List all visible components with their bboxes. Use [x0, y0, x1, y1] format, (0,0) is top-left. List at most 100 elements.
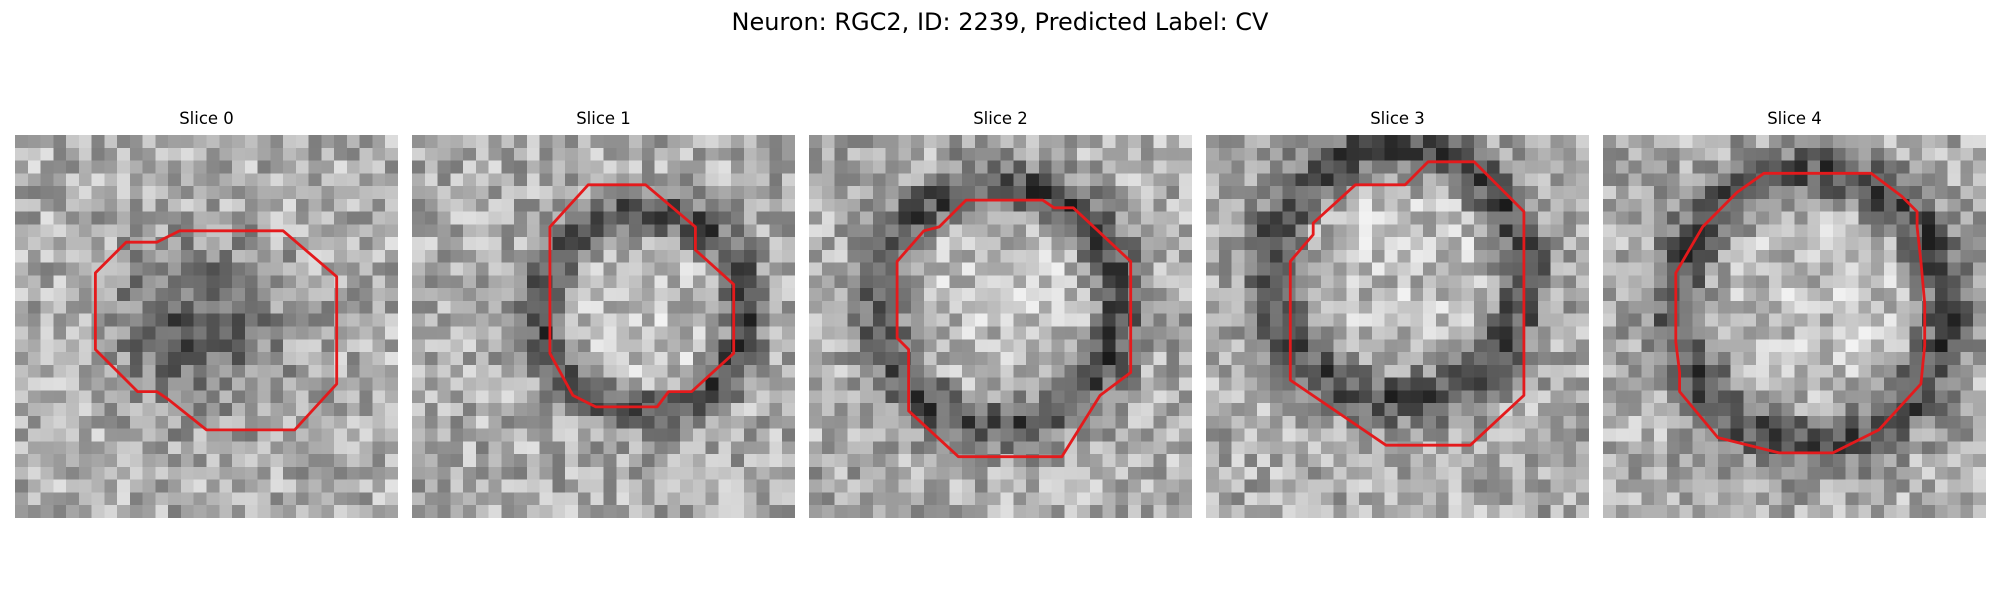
image-pixel — [1474, 492, 1488, 506]
image-pixel — [1692, 352, 1706, 366]
image-pixel — [1206, 352, 1220, 366]
image-pixel — [450, 403, 464, 417]
image-pixel — [1858, 505, 1872, 518]
image-pixel — [577, 173, 592, 187]
image-pixel — [1179, 300, 1192, 315]
image-pixel — [1206, 364, 1220, 379]
image-pixel — [1448, 428, 1462, 442]
image-pixel — [1038, 479, 1053, 494]
image-pixel — [847, 466, 861, 481]
image-pixel — [1960, 390, 1974, 404]
image-pixel — [1486, 479, 1501, 494]
image-pixel — [1140, 479, 1155, 494]
image-pixel — [193, 505, 208, 518]
image-pixel — [1218, 479, 1233, 494]
image-pixel — [450, 352, 464, 366]
image-pixel — [488, 237, 502, 251]
image-pixel — [346, 428, 361, 442]
image-pixel — [1973, 390, 1986, 404]
image-pixel — [1730, 173, 1745, 187]
image-pixel — [1832, 288, 1847, 302]
image-pixel — [1320, 300, 1335, 315]
slice-panel-3: Slice 3 — [1206, 108, 1589, 523]
image-pixel — [1166, 288, 1180, 302]
image-pixel — [1743, 135, 1757, 149]
image-pixel — [385, 198, 398, 213]
image-pixel — [1717, 454, 1732, 468]
image-pixel — [1384, 237, 1399, 251]
image-pixel — [1269, 224, 1284, 238]
image-pixel — [1384, 249, 1399, 264]
image-pixel — [1410, 147, 1424, 162]
image-pixel — [1909, 326, 1923, 340]
image-pixel — [1794, 288, 1808, 302]
image-pixel — [1013, 262, 1027, 277]
image-pixel — [385, 173, 398, 187]
image-pixel — [1410, 466, 1424, 481]
image-pixel — [450, 173, 464, 187]
image-pixel — [1038, 262, 1053, 277]
image-pixel — [463, 479, 477, 494]
image-pixel — [514, 352, 528, 366]
image-pixel — [412, 288, 426, 302]
image-pixel — [1308, 415, 1322, 430]
image-pixel — [834, 237, 848, 251]
image-pixel — [1499, 454, 1513, 468]
image-pixel — [1038, 505, 1053, 518]
image-pixel — [321, 339, 335, 353]
image-pixel — [488, 326, 502, 340]
image-pixel — [1474, 505, 1488, 518]
image-pixel — [1537, 377, 1552, 391]
image-pixel — [782, 441, 795, 455]
image-pixel — [769, 377, 783, 391]
image-pixel — [1257, 505, 1271, 518]
image-pixel — [372, 198, 386, 213]
image-pixel — [834, 390, 848, 404]
image-pixel — [1166, 479, 1180, 494]
image-pixel — [949, 377, 963, 391]
image-pixel — [91, 224, 105, 238]
image-pixel — [1282, 237, 1296, 251]
image-pixel — [1423, 339, 1437, 353]
image-pixel — [437, 466, 451, 481]
image-pixel — [180, 428, 195, 442]
image-pixel — [1832, 492, 1847, 506]
image-pixel — [424, 415, 439, 430]
image-pixel — [1397, 147, 1411, 162]
image-pixel — [603, 147, 617, 162]
image-pixel — [40, 237, 54, 251]
image-pixel — [385, 237, 398, 251]
image-pixel — [1013, 173, 1027, 187]
image-pixel — [1794, 275, 1808, 289]
image-pixel — [1089, 466, 1104, 481]
image-pixel — [1140, 377, 1155, 391]
image-pixel — [1166, 415, 1180, 430]
image-pixel — [1679, 313, 1693, 328]
image-pixel — [911, 505, 925, 518]
image-pixel — [692, 249, 707, 264]
image-pixel — [104, 173, 118, 187]
image-pixel — [629, 364, 643, 379]
image-pixel — [1423, 454, 1437, 468]
image-pixel — [129, 198, 144, 213]
image-pixel — [1730, 352, 1745, 366]
image-pixel — [1206, 211, 1220, 225]
image-pixel — [424, 173, 439, 187]
image-pixel — [1140, 224, 1155, 238]
image-pixel — [206, 237, 220, 251]
image-pixel — [1576, 300, 1589, 315]
image-pixel — [1423, 403, 1437, 417]
image-pixel — [53, 441, 67, 455]
image-pixel — [1077, 466, 1091, 481]
image-pixel — [847, 492, 861, 506]
image-pixel — [860, 492, 874, 506]
image-pixel — [1448, 479, 1462, 494]
image-pixel — [155, 364, 169, 379]
image-pixel — [1909, 288, 1923, 302]
image-pixel — [1269, 198, 1284, 213]
image-pixel — [1960, 262, 1974, 277]
image-pixel — [809, 135, 823, 149]
image-pixel — [1179, 428, 1192, 442]
image-pixel — [514, 428, 528, 442]
image-pixel — [1499, 479, 1513, 494]
